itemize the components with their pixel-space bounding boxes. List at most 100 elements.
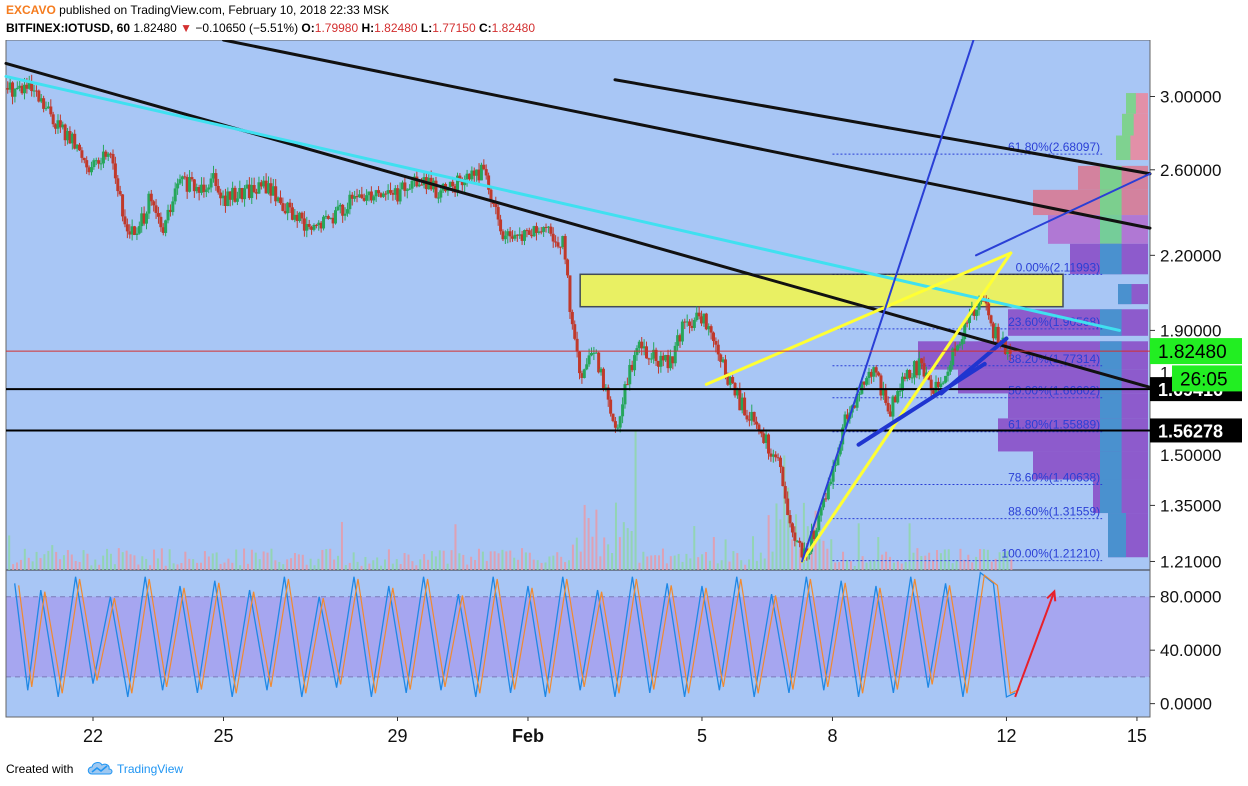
candle-body (451, 181, 455, 187)
candle-body (326, 216, 330, 219)
volume-bar (967, 554, 970, 570)
volume-bar (407, 554, 410, 570)
candle-body (360, 194, 364, 199)
candle-body (489, 189, 493, 202)
candle-body (857, 393, 861, 395)
volume-bar (168, 549, 171, 570)
candle-body (826, 484, 830, 500)
volume-bar (654, 555, 657, 570)
candle-body (322, 216, 326, 229)
candle-body (824, 498, 828, 500)
volume-bar (391, 563, 394, 570)
volume-bar (184, 551, 187, 570)
candle-body (771, 454, 775, 457)
volume-profile-row-8 (1008, 309, 1148, 336)
candle-body (82, 157, 86, 161)
author-name[interactable]: EXCAVO (6, 3, 56, 17)
volume-bar (943, 549, 946, 570)
tradingview-brand[interactable]: TradingView (117, 762, 184, 776)
candle-body (420, 184, 424, 186)
candle-body (520, 234, 524, 241)
price-chart[interactable]: -61.80%(2.68097) 0.00%(2.11993) 23.60%(1.9… (0, 40, 1248, 752)
candle-body (855, 394, 859, 408)
volume-bar (153, 549, 156, 570)
candle-body (221, 195, 225, 199)
volume-profile-buy-0 (1126, 93, 1136, 114)
volume-bar (614, 502, 617, 570)
volume-bar (446, 563, 449, 570)
volume-bar (763, 558, 766, 570)
volume-profile-buy-1 (1122, 113, 1134, 136)
candle-body (896, 391, 900, 403)
candle-body (482, 164, 486, 170)
candle-body (597, 352, 601, 373)
candle-body (929, 379, 933, 391)
volume-profile-buy-14 (1100, 479, 1122, 514)
volume-bar (505, 551, 508, 570)
candle-body (759, 430, 763, 434)
candle-body (106, 153, 110, 157)
oscillator-band (6, 596, 1150, 677)
candle-body (788, 515, 792, 524)
candle-body (367, 191, 371, 196)
volume-profile-row-5 (1048, 215, 1148, 244)
candle-body (252, 185, 256, 193)
candle-body (137, 226, 141, 234)
candle-body (118, 191, 122, 195)
candle-body (13, 88, 17, 97)
volume-bar (207, 556, 210, 570)
candle-body (329, 217, 333, 219)
candle-body (343, 213, 347, 216)
candle-body (542, 226, 546, 232)
volume-bar (736, 553, 739, 570)
candle-body (709, 326, 713, 333)
volume-bar (802, 502, 805, 570)
volume-bar (62, 555, 65, 570)
oscillator-arrow-head (1046, 589, 1057, 602)
volume-profile-buy-7 (1118, 284, 1132, 305)
volume-bar (474, 559, 477, 570)
volume-bar (337, 555, 340, 570)
volume-bar (16, 562, 19, 570)
candle-body (434, 180, 438, 198)
candle-body (810, 530, 814, 552)
trendline-5 (704, 251, 1013, 386)
volume-bar (59, 559, 62, 570)
candle-body (298, 212, 302, 221)
fib-label-0: -61.80%(2.68097) (1004, 140, 1100, 154)
candle-body (834, 465, 838, 467)
candle-body (1006, 349, 1010, 354)
volume-bar (853, 565, 856, 570)
candle-body (228, 191, 232, 200)
volume-bar (109, 553, 112, 570)
volume-bar (775, 503, 778, 570)
volume-bar (262, 551, 265, 570)
candle-body (910, 377, 914, 379)
price-tick-label-2: 2.20000 (1160, 246, 1221, 265)
candle-body (171, 201, 175, 213)
volume-bar (591, 536, 594, 570)
volume-bar (665, 563, 668, 570)
candle-body (37, 90, 41, 102)
symbol-label[interactable]: BITFINEX:IOTUSD, 60 (6, 21, 131, 35)
volume-bar (78, 562, 81, 570)
candle-body (594, 352, 598, 354)
candle-body (58, 120, 62, 128)
volume-bar (196, 562, 199, 570)
candle-body (477, 169, 481, 181)
volume-bar (411, 561, 414, 570)
candle-body (472, 170, 476, 176)
candle-body (267, 183, 271, 194)
volume-bar (462, 554, 465, 570)
volume-bar (231, 562, 234, 570)
volume-bar (203, 551, 206, 570)
volume-bar (470, 556, 473, 570)
volume-profile-buy-2 (1116, 135, 1131, 161)
candle-body (116, 178, 120, 192)
candle-body (247, 184, 251, 199)
candle-body (25, 84, 29, 89)
fib-label-4: 50.00%(1.66602) (1008, 384, 1100, 398)
volume-bar (149, 565, 152, 570)
volume-bar (892, 562, 895, 570)
volume-bar (524, 552, 527, 570)
